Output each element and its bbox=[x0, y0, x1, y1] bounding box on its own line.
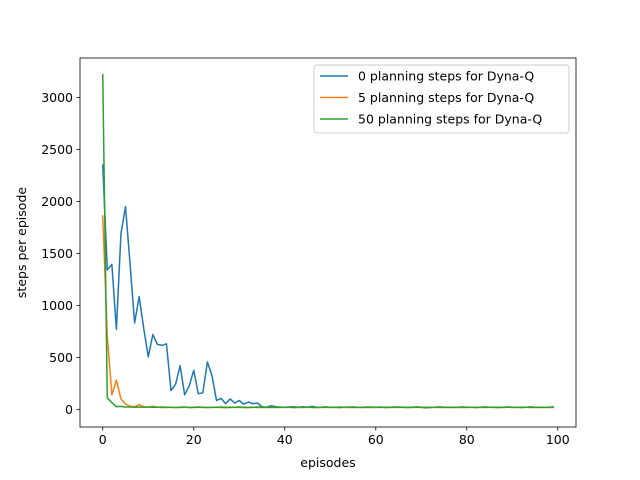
x-tick-label: 80 bbox=[459, 432, 475, 447]
y-tick-label: 3000 bbox=[41, 90, 73, 105]
legend-label-0: 0 planning steps for Dyna-Q bbox=[358, 69, 534, 84]
x-axis: 0 20 40 60 80 100 bbox=[99, 427, 570, 447]
x-axis-label: episodes bbox=[300, 455, 355, 470]
y-tick-label: 2000 bbox=[41, 194, 73, 209]
legend-label-1: 5 planning steps for Dyna-Q bbox=[358, 90, 534, 105]
y-tick-label: 2500 bbox=[41, 142, 73, 157]
y-axis: 0 500 1000 1500 2000 2500 3000 bbox=[41, 90, 80, 417]
plot-lines bbox=[101, 73, 555, 409]
series-line-2 bbox=[101, 73, 555, 409]
legend-box bbox=[313, 64, 570, 134]
y-tick-label: 1500 bbox=[41, 246, 73, 261]
y-tick-label: 1000 bbox=[41, 298, 73, 313]
x-tick-label: 0 bbox=[99, 432, 107, 447]
y-axis-label: steps per episode bbox=[14, 187, 29, 298]
legend-label-2: 50 planning steps for Dyna-Q bbox=[358, 112, 542, 127]
y-tick-label: 500 bbox=[49, 350, 73, 365]
plot-frame bbox=[79, 57, 577, 428]
x-tick-label: 100 bbox=[546, 432, 570, 447]
x-tick-label: 40 bbox=[277, 432, 293, 447]
y-tick-label: 0 bbox=[65, 402, 73, 417]
x-tick-label: 20 bbox=[186, 432, 202, 447]
x-tick-label: 60 bbox=[368, 432, 384, 447]
legend: 0 planning steps for Dyna-Q 5 planning st… bbox=[313, 64, 570, 134]
